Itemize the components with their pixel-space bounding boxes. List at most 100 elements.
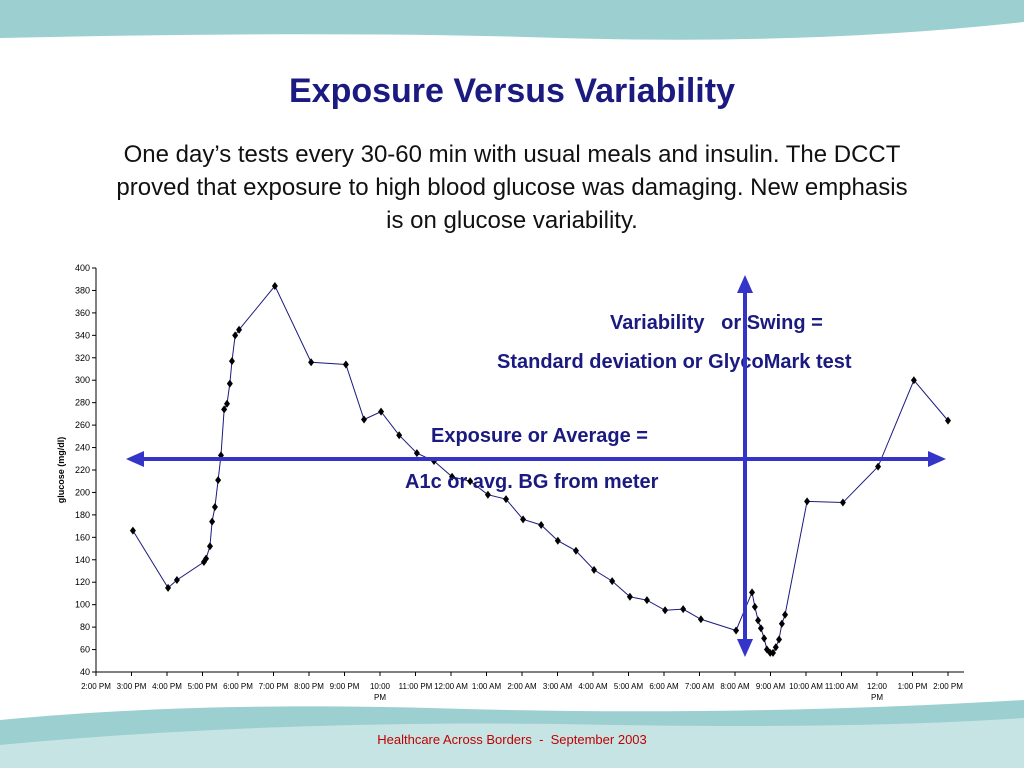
x-tick-label: 10:00 AM — [789, 682, 823, 691]
y-tick-label: 80 — [80, 622, 90, 632]
data-point — [361, 415, 368, 424]
annotation: Variability or Swing = — [610, 312, 823, 334]
y-tick-label: 220 — [75, 465, 90, 475]
data-point — [680, 605, 687, 614]
data-point — [910, 376, 917, 385]
x-tick-label: 12:00 AM — [434, 682, 468, 691]
data-point — [776, 635, 783, 644]
data-point — [778, 619, 785, 628]
x-tick-label: 6:00 PM — [223, 682, 253, 691]
x-tick-label: 8:00 PM — [294, 682, 324, 691]
y-tick-label: 360 — [75, 308, 90, 318]
y-tick-label: 120 — [75, 577, 90, 587]
annotation: Exposure or Average = — [431, 425, 648, 447]
y-axis-label: glucose (mg/dl) — [56, 437, 66, 504]
x-tick-label: 4:00 AM — [578, 682, 608, 691]
y-tick-label: 340 — [75, 330, 90, 340]
data-point — [203, 554, 210, 563]
data-point — [223, 399, 230, 408]
data-point — [413, 449, 420, 458]
data-point — [591, 565, 598, 574]
data-point — [211, 503, 218, 512]
annotation: Standard deviation or GlycoMark test — [497, 351, 852, 373]
data-point — [749, 588, 756, 597]
data-point — [217, 451, 224, 460]
data-point — [129, 526, 136, 535]
x-tick-label: 2:00 PM — [933, 682, 963, 691]
data-point — [484, 490, 491, 499]
data-point — [772, 643, 779, 652]
data-point — [206, 542, 213, 551]
y-tick-label: 380 — [75, 285, 90, 295]
annotation: A1c or avg. BG from meter — [405, 471, 659, 493]
data-point — [430, 457, 437, 466]
data-point — [626, 592, 633, 601]
data-point — [643, 596, 650, 605]
data-point — [769, 648, 776, 657]
data-point — [755, 616, 762, 625]
x-tick-label: 3:00 AM — [542, 682, 573, 691]
data-point — [538, 520, 545, 529]
y-tick-label: 280 — [75, 398, 90, 408]
y-tick-label: 240 — [75, 443, 90, 453]
data-point — [609, 577, 616, 586]
y-tick-label: 100 — [75, 600, 90, 610]
data-point — [875, 462, 882, 471]
data-point — [236, 325, 243, 334]
data-point — [271, 281, 278, 290]
y-tick-label: 160 — [75, 532, 90, 542]
x-tick-label: 1:00 AM — [471, 682, 502, 691]
data-point — [449, 472, 456, 481]
x-tick-label: 12:00 PM — [866, 682, 888, 702]
x-tick-label: 11:00 PM — [398, 682, 433, 691]
data-point — [396, 431, 403, 440]
data-point — [503, 495, 510, 504]
y-tick-label: 300 — [75, 375, 90, 385]
x-tick-label: 11:00 AM — [824, 682, 859, 691]
data-point — [173, 575, 180, 584]
data-point — [572, 546, 579, 555]
data-point — [839, 498, 846, 507]
data-line — [132, 285, 949, 654]
data-point — [554, 536, 561, 545]
data-point — [945, 416, 951, 425]
x-tick-label: 6:00 AM — [649, 682, 679, 691]
data-point — [804, 497, 811, 506]
x-tick-label: 4:00 PM — [152, 682, 182, 691]
data-point — [761, 634, 768, 643]
data-point — [378, 407, 385, 416]
y-tick-label: 400 — [75, 263, 90, 273]
y-tick-label: 180 — [75, 510, 90, 520]
bottom-band-light — [0, 718, 1024, 768]
data-point — [232, 331, 239, 340]
x-tick-label: 8:00 AM — [720, 682, 750, 691]
x-tick-label: 9:00 AM — [755, 682, 786, 691]
y-tick-label: 40 — [80, 667, 90, 677]
x-tick-label: 2:00 PM — [81, 682, 111, 691]
y-tick-label: 320 — [75, 353, 90, 363]
data-point — [467, 477, 474, 486]
data-point — [662, 606, 669, 615]
data-point — [221, 405, 228, 414]
data-point — [697, 615, 704, 624]
x-tick-label: 2:00 AM — [507, 682, 537, 691]
slide-title: Exposure Versus Variability — [288, 72, 735, 110]
data-point — [165, 583, 172, 592]
data-point — [751, 602, 758, 611]
x-tick-label: 3:00 PM — [116, 682, 147, 691]
x-tick-label: 5:00 PM — [187, 682, 218, 691]
data-point — [226, 379, 233, 388]
data-point — [733, 626, 740, 635]
data-point — [520, 515, 527, 524]
data-point — [782, 610, 789, 619]
x-tick-label: 5:00 AM — [613, 682, 644, 691]
data-point — [342, 360, 349, 369]
data-point — [228, 357, 235, 366]
y-tick-label: 260 — [75, 420, 90, 430]
y-tick-label: 140 — [75, 555, 90, 565]
data-point — [215, 476, 222, 485]
x-tick-label: 9:00 PM — [329, 682, 360, 691]
